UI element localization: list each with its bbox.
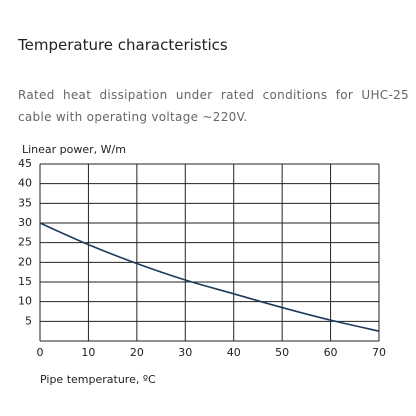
x-tick-label: 20 [130,346,144,359]
y-tick-label: 10 [18,295,32,308]
x-tick-label: 10 [81,346,95,359]
y-tick-label: 25 [18,236,32,249]
y-tick-label: 15 [18,275,32,288]
x-tick-label: 40 [227,346,241,359]
x-tick-label: 70 [372,346,386,359]
y-tick-label: 45 [18,157,32,170]
y-tick-label: 35 [18,196,32,209]
y-tick-label: 20 [18,255,32,268]
y-tick-label: 5 [25,314,32,327]
x-tick-label: 0 [37,346,44,359]
y-tick-label: 30 [18,216,32,229]
x-tick-label: 50 [275,346,289,359]
description: Rated heat dissipation under rated condi… [18,88,409,124]
x-tick-label: 30 [178,346,192,359]
data-line [39,222,380,332]
x-axis-label: Pipe temperature, ºC [40,373,156,386]
y-axis-label: Linear power, W/m [22,143,126,156]
y-tick-label: 40 [18,177,32,190]
x-tick-label: 60 [324,346,338,359]
section-title: Temperature characteristics [18,36,228,54]
